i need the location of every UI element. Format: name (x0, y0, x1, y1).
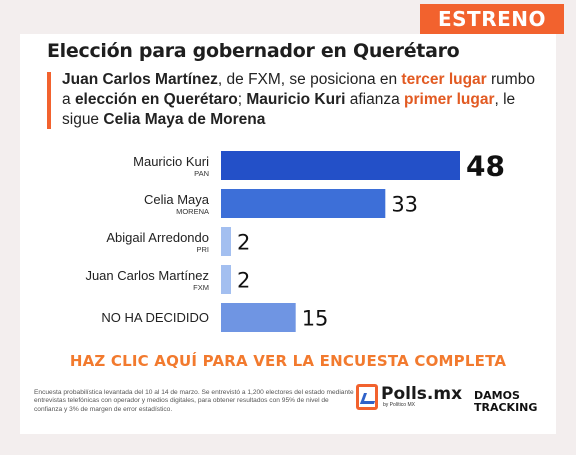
party-label: MORENA (176, 207, 209, 216)
category-label: Celia Maya (144, 192, 210, 207)
subtitle-part: Mauricio Kuri (246, 91, 346, 108)
cta-link[interactable]: HAZ CLIC AQUÍ PARA VER LA ENCUESTA COMPL… (69, 352, 507, 370)
damos-tracking-logo: DAMOS TRACKING (474, 390, 537, 414)
subtitle-part: , le sigue (62, 91, 516, 128)
subtitle-part: Juan Carlos Martínez (62, 71, 218, 88)
subtitle-accent-bar (47, 72, 51, 129)
party-label: PAN (194, 169, 209, 178)
subtitle-part: ; (237, 91, 247, 108)
category-label: Juan Carlos Martínez (85, 268, 209, 283)
bar (221, 227, 231, 256)
methodology-footnote: Encuesta probabilística levantada del 10… (34, 389, 354, 413)
value-label: 33 (391, 193, 418, 217)
subtitle-part: Celia Maya de Morena (103, 111, 266, 128)
category-label: Mauricio Kuri (133, 154, 209, 169)
value-label: 2 (237, 269, 250, 293)
page-title: Elección para gobernador en Querétaro (47, 40, 460, 62)
subtitle-part: elección en Querétaro (74, 91, 238, 108)
poll-card: Elección para gobernador en Querétaro Ju… (20, 34, 556, 434)
polls-logo-name: Polls.mx (381, 384, 463, 404)
damos-logo-line1: DAMOS (474, 389, 520, 402)
bar (221, 265, 231, 294)
category-label: Abigail Arredondo (106, 230, 209, 245)
value-label: 15 (302, 307, 329, 331)
estreno-badge: ESTRENO (420, 4, 564, 34)
party-label: FXM (193, 283, 209, 292)
category-label: NO HA DECIDIDO (101, 310, 209, 325)
subtitle-part: tercer lugar (401, 71, 487, 88)
party-label: PRI (196, 245, 209, 254)
polls-chart-icon (356, 384, 378, 410)
bar (221, 303, 296, 332)
bar (221, 189, 386, 218)
subtitle-part: afianza (345, 91, 405, 108)
polls-logo-by: by Político MX (383, 402, 415, 408)
polls-mx-logo: Polls.mx by Político MX (356, 384, 462, 410)
bar (221, 151, 460, 180)
damos-logo-line2: TRACKING (474, 401, 538, 414)
subtitle-part: primer lugar (404, 91, 495, 108)
subtitle-part: rumbo a (62, 71, 535, 108)
subtitle-part: , de FXM, se posiciona en (217, 71, 402, 88)
value-label: 2 (237, 231, 250, 255)
bar-chart: Mauricio Kuri PAN 48 Celia Maya MORENA 33 Abig… (20, 142, 556, 342)
value-label: 48 (466, 150, 505, 183)
subtitle: Juan Carlos Martínez, de FXM, se posicio… (62, 70, 542, 130)
